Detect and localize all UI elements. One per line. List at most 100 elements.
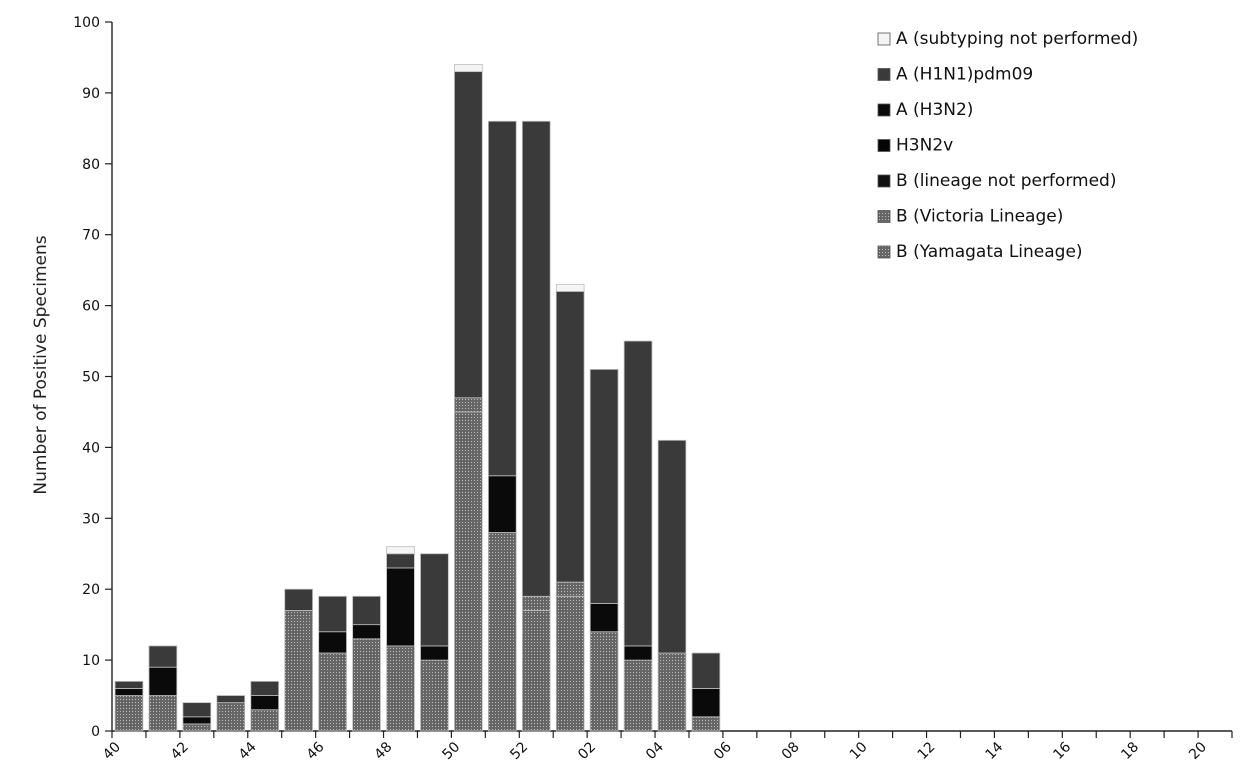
legend-swatch — [877, 174, 891, 188]
x-tick-label: 06 — [711, 739, 735, 763]
y-tick-label: 90 — [82, 86, 100, 102]
bar-segment — [454, 71, 483, 399]
bar-segment — [691, 652, 721, 689]
y-axis-title: Number of Positive Specimens — [31, 235, 51, 494]
x-tick-label: 42 — [168, 739, 192, 763]
x-tick-label: 12 — [915, 739, 939, 763]
bar-segment — [589, 369, 619, 604]
bar-segment — [454, 397, 483, 413]
bar-segment — [386, 567, 415, 647]
bar-segment — [623, 659, 653, 732]
bar-segment — [250, 680, 280, 696]
y-tick-label: 70 — [82, 228, 100, 244]
bar-segment — [148, 695, 178, 732]
legend-swatch — [877, 245, 891, 259]
x-tick-label: 02 — [575, 739, 599, 763]
x-tick-label: 48 — [372, 739, 396, 763]
bar-segment — [691, 688, 721, 718]
x-tick-label: 08 — [779, 739, 803, 763]
legend-label: H3N2v — [896, 136, 953, 156]
x-tick-label: 46 — [304, 739, 328, 763]
legend-label: B (lineage not performed) — [896, 171, 1116, 191]
bars — [114, 64, 721, 732]
bar-segment — [691, 716, 721, 732]
x-tick-label: 44 — [236, 739, 260, 763]
x-tick-label: 16 — [1050, 739, 1074, 763]
bar-segment — [420, 645, 449, 661]
y-tick-label: 10 — [82, 653, 100, 669]
bar-segment — [487, 475, 517, 533]
x-tick-label: 20 — [1186, 739, 1210, 763]
bar-segment — [623, 645, 653, 661]
legend-swatch — [877, 210, 891, 223]
bar-segment — [589, 602, 619, 633]
legend-label: A (H1N1)pdm09 — [896, 65, 1033, 85]
x-tick-label: 04 — [643, 739, 667, 763]
bar-segment — [318, 595, 347, 633]
bar-segment — [386, 553, 415, 569]
bar-segment — [182, 723, 212, 732]
bar-segment — [555, 595, 585, 732]
bar-segment — [352, 595, 381, 626]
bar-segment — [284, 588, 313, 611]
bar-segment — [420, 553, 449, 647]
y-axis: 0 10 20 30 40 50 60 70 80 90 100 — [73, 15, 113, 740]
bar-segment — [555, 283, 585, 292]
bar-segment — [521, 595, 551, 611]
x-tick-label: 18 — [1118, 739, 1142, 763]
y-tick-label: 30 — [82, 511, 100, 527]
bar-segment — [250, 695, 280, 711]
bar-segment — [589, 631, 619, 732]
bar-segment — [216, 702, 246, 732]
bar-segment — [555, 581, 585, 597]
legend-swatch — [877, 68, 891, 81]
bar-segment — [352, 624, 381, 640]
bar-segment — [454, 411, 483, 732]
y-tick-label: 20 — [82, 582, 100, 598]
bar-segment — [148, 666, 178, 696]
legend-swatch — [877, 139, 891, 152]
bar-segment — [386, 546, 415, 555]
y-tick-label: 40 — [82, 440, 100, 456]
bar-segment — [521, 120, 551, 597]
bar-segment — [454, 64, 483, 73]
bar-segment — [555, 291, 585, 583]
bar-segment — [352, 638, 381, 732]
bar-segment — [521, 610, 551, 732]
bar-segment — [182, 716, 212, 725]
bar-segment — [386, 645, 415, 732]
bar-segment — [284, 610, 313, 732]
y-tick-label: 60 — [82, 299, 100, 315]
x-tick-label: 40 — [100, 739, 124, 763]
bar-segment — [114, 688, 144, 696]
legend: A (subtyping not performed) A (H1N1)pdm09… — [877, 29, 1138, 262]
legend-swatch — [877, 32, 891, 46]
legend-label: A (H3N2) — [896, 100, 973, 120]
x-tick-label: 50 — [439, 739, 463, 763]
bar-segment — [318, 631, 347, 654]
bar-segment — [216, 695, 246, 704]
legend-swatch — [877, 103, 891, 117]
bar-segment — [487, 120, 517, 477]
x-tick-label: 14 — [982, 739, 1006, 763]
x-tick-label: 52 — [507, 739, 531, 763]
x-axis: 40 42 44 46 48 50 52 02 04 06 08 10 12 14 16 18 20 — [100, 730, 1233, 763]
legend-label: B (Victoria Lineage) — [896, 207, 1063, 227]
bar-segment — [487, 532, 517, 732]
bar-segment — [623, 340, 653, 647]
bar-segment — [148, 645, 178, 668]
x-tick-label: 10 — [847, 739, 871, 763]
y-tick-label: 80 — [82, 157, 100, 173]
legend-label: A (subtyping not performed) — [896, 29, 1138, 49]
y-tick-label: 50 — [82, 370, 100, 386]
bar-segment — [318, 652, 347, 732]
y-tick-label: 0 — [91, 724, 100, 740]
bar-segment — [657, 439, 687, 654]
bar-segment — [182, 702, 212, 718]
legend-label: B (Yamagata Lineage) — [896, 242, 1083, 262]
y-tick-label: 100 — [73, 15, 100, 31]
bar-segment — [420, 659, 449, 732]
bar-segment — [657, 652, 687, 732]
bar-segment — [114, 695, 144, 732]
